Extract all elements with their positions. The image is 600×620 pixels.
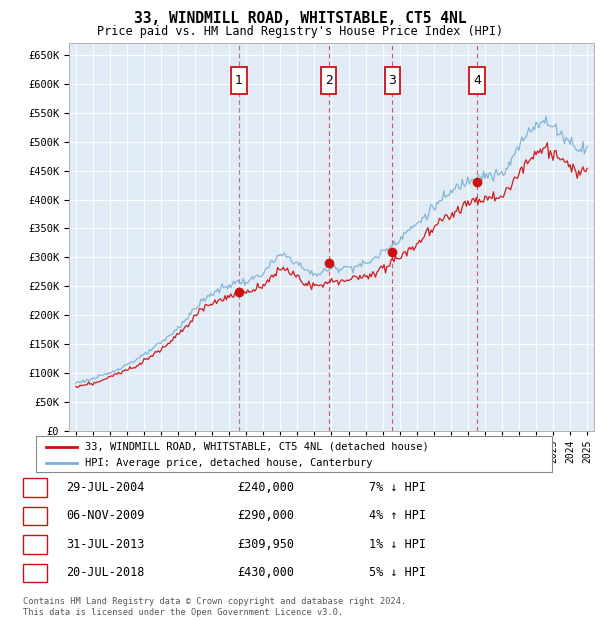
Text: Price paid vs. HM Land Registry's House Price Index (HPI): Price paid vs. HM Land Registry's House …	[97, 25, 503, 38]
Text: 4: 4	[31, 567, 38, 579]
Text: £430,000: £430,000	[237, 567, 294, 579]
Text: £240,000: £240,000	[237, 481, 294, 494]
Text: £309,950: £309,950	[237, 538, 294, 551]
Text: 1% ↓ HPI: 1% ↓ HPI	[369, 538, 426, 551]
FancyBboxPatch shape	[231, 66, 247, 94]
FancyBboxPatch shape	[321, 66, 337, 94]
Text: 3: 3	[388, 74, 396, 87]
FancyBboxPatch shape	[385, 66, 400, 94]
Text: Contains HM Land Registry data © Crown copyright and database right 2024.
This d: Contains HM Land Registry data © Crown c…	[23, 598, 406, 617]
Text: 2: 2	[325, 74, 333, 87]
Text: 4: 4	[473, 74, 481, 87]
Text: 33, WINDMILL ROAD, WHITSTABLE, CT5 4NL (detached house): 33, WINDMILL ROAD, WHITSTABLE, CT5 4NL (…	[85, 441, 429, 451]
Text: 5% ↓ HPI: 5% ↓ HPI	[369, 567, 426, 579]
Text: 20-JUL-2018: 20-JUL-2018	[66, 567, 145, 579]
Text: 3: 3	[31, 538, 38, 551]
Text: 7% ↓ HPI: 7% ↓ HPI	[369, 481, 426, 494]
Text: 4% ↑ HPI: 4% ↑ HPI	[369, 510, 426, 522]
Text: 1: 1	[31, 481, 38, 494]
Text: HPI: Average price, detached house, Canterbury: HPI: Average price, detached house, Cant…	[85, 458, 373, 469]
Text: 29-JUL-2004: 29-JUL-2004	[66, 481, 145, 494]
Text: 2: 2	[31, 510, 38, 522]
FancyBboxPatch shape	[469, 66, 485, 94]
Text: 1: 1	[235, 74, 243, 87]
Text: 31-JUL-2013: 31-JUL-2013	[66, 538, 145, 551]
Text: 33, WINDMILL ROAD, WHITSTABLE, CT5 4NL: 33, WINDMILL ROAD, WHITSTABLE, CT5 4NL	[134, 11, 466, 26]
Text: 06-NOV-2009: 06-NOV-2009	[66, 510, 145, 522]
Text: £290,000: £290,000	[237, 510, 294, 522]
